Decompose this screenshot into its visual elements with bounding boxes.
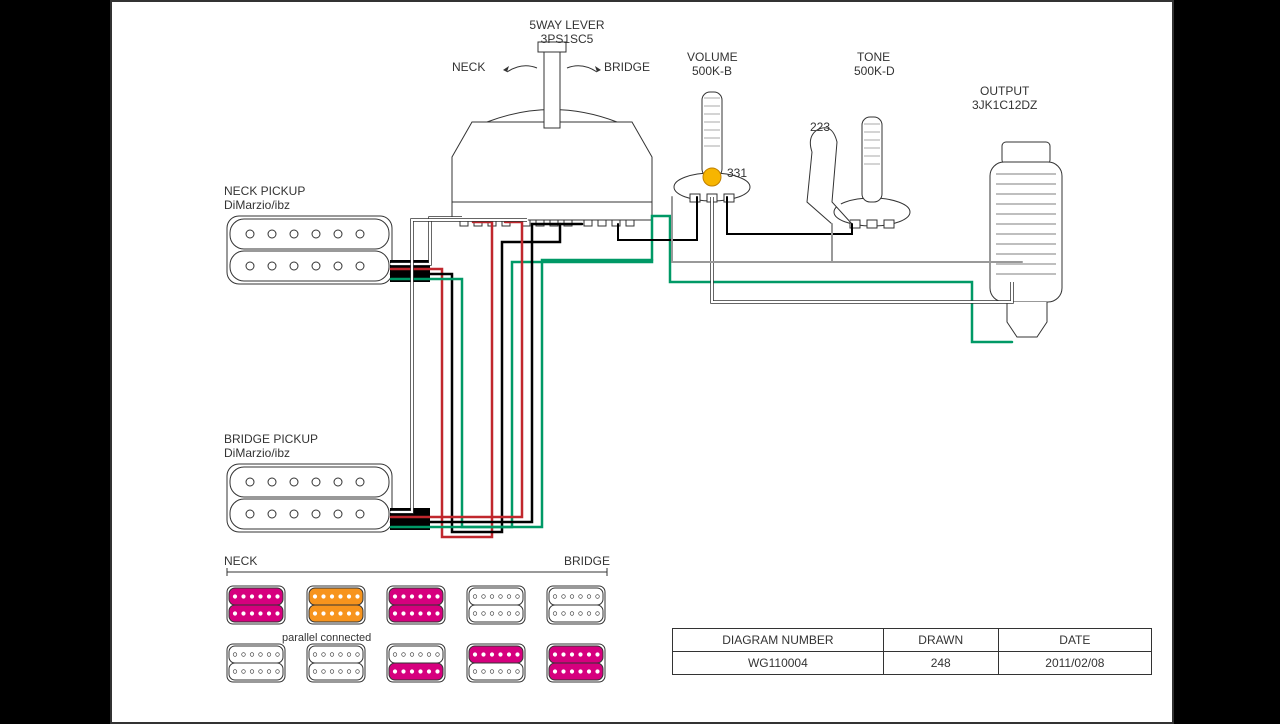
cap-331-label: 331 — [727, 166, 747, 180]
legend-mini — [467, 644, 525, 682]
neck-brand: DiMarzio/ibz — [224, 198, 290, 212]
legend-mini — [547, 586, 605, 624]
legend-mini — [387, 586, 445, 624]
switch-bridge-label: BRIDGE — [604, 60, 650, 74]
tb-v3: 2011/02/08 — [998, 652, 1151, 675]
switch-neck-label: NECK — [452, 60, 485, 74]
diagram-canvas: 5WAY LEVER 3PS1SC5 NECK BRIDGE VOLUME 50… — [110, 0, 1174, 724]
neck-white — [391, 218, 462, 264]
legend-neck: NECK — [224, 554, 257, 568]
neck-red — [391, 222, 492, 537]
bridge-pu-label: BRIDGE PICKUP — [224, 432, 318, 446]
switch-title: 5WAY LEVER — [502, 18, 632, 32]
legend-mini — [227, 644, 285, 682]
volume-label: VOLUME — [687, 50, 738, 64]
legend-mini — [467, 586, 525, 624]
legend-mini — [547, 644, 605, 682]
output-label: OUTPUT — [980, 84, 1029, 98]
tb-h2: DRAWN — [883, 629, 998, 652]
tb-h3: DATE — [998, 629, 1151, 652]
bridge-white — [391, 220, 527, 512]
cap-223-label: 223 — [810, 120, 830, 134]
cap-331-icon — [703, 168, 721, 186]
tone-label: TONE — [857, 50, 890, 64]
neck-pu-label: NECK PICKUP — [224, 184, 305, 198]
legend-parallel-note: parallel connected — [282, 632, 371, 645]
legend-mini — [307, 586, 365, 624]
volume-pot-icon — [674, 92, 750, 202]
tb-h1: DIAGRAM NUMBER — [673, 629, 884, 652]
tb-v2: 248 — [883, 652, 998, 675]
tb-v1: WG110004 — [673, 652, 884, 675]
legend-mini — [227, 586, 285, 624]
title-block: DIAGRAM NUMBER DRAWN DATE WG110004 248 2… — [672, 628, 1152, 675]
switch-part: 3PS1SC5 — [502, 32, 632, 46]
output-jack-icon — [990, 142, 1062, 337]
output-part: 3JK1C12DZ — [972, 98, 1037, 112]
legend-bridge: BRIDGE — [564, 554, 610, 568]
legend-mini — [307, 644, 365, 682]
legend-mini — [387, 644, 445, 682]
volume-part: 500K-B — [692, 64, 732, 78]
neck-white-outline — [391, 218, 462, 264]
tone-part: 500K-D — [854, 64, 895, 78]
bridge-brand: DiMarzio/ibz — [224, 446, 290, 460]
wires-layer — [391, 197, 1022, 537]
